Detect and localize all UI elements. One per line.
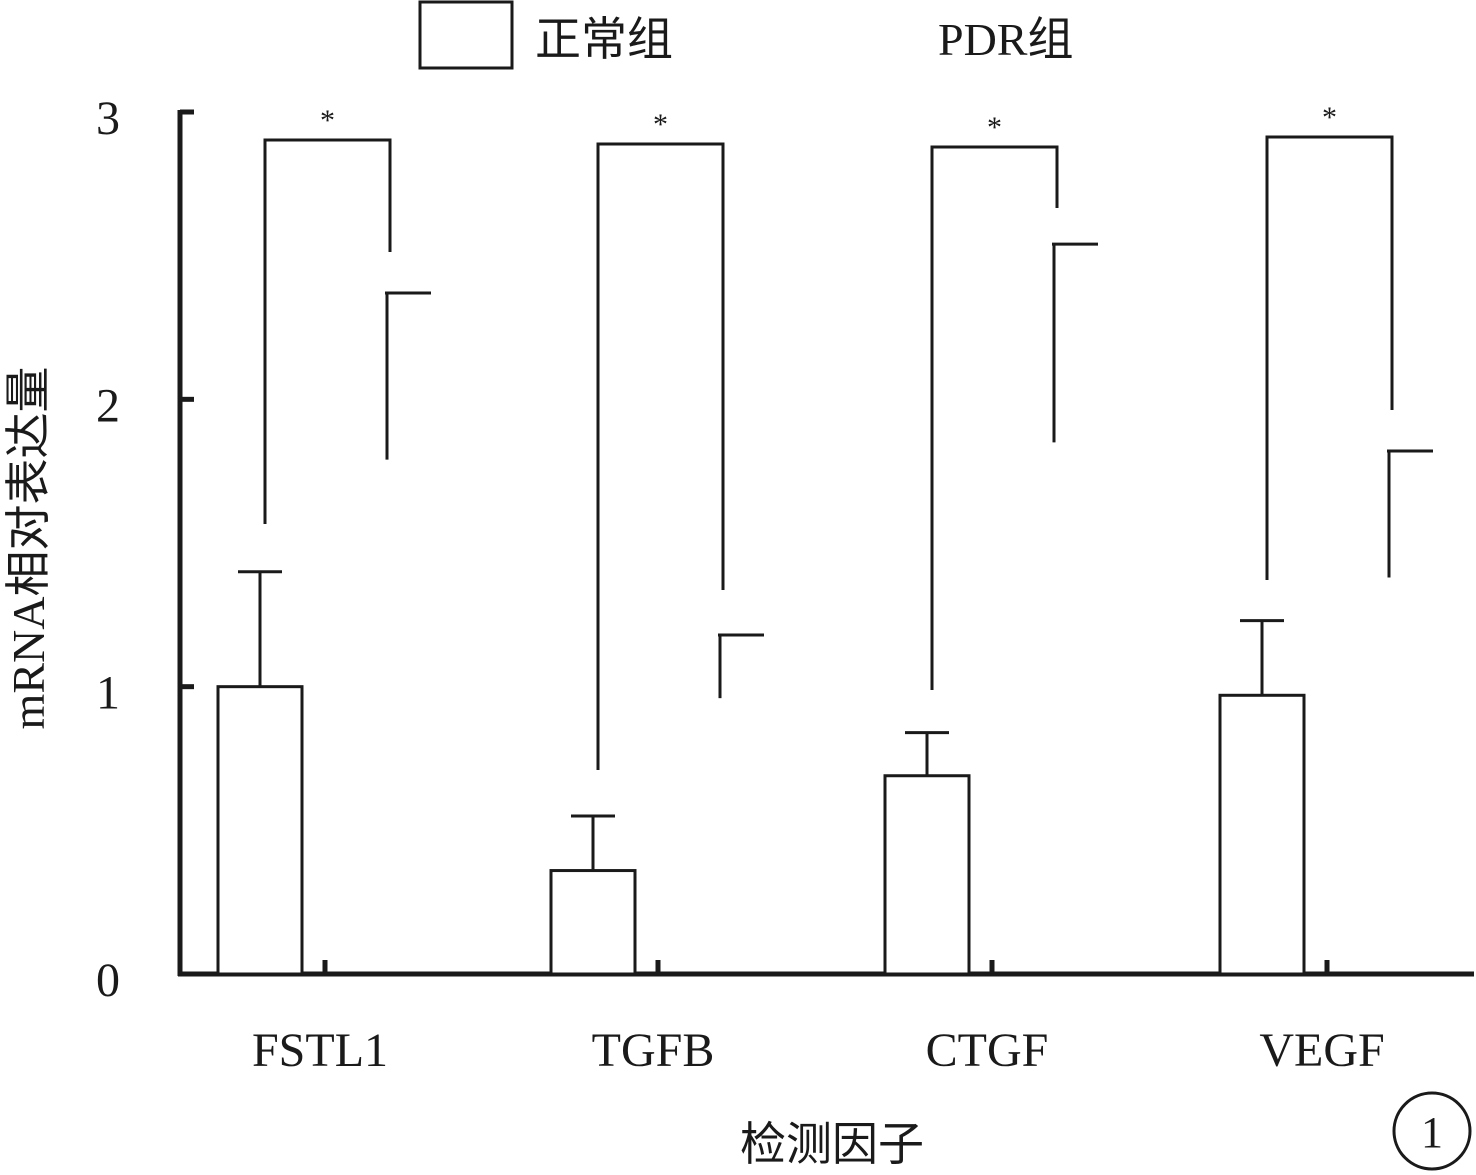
y-tick-label-2: 2 [96,379,120,432]
significance-bracket-VEGF [1265,135,1394,580]
panel-label-circle [1392,1091,1472,1171]
y-tick-label-0: 0 [96,954,120,1007]
panel-label-text: 1 [1421,1108,1443,1157]
x-tick-label-FSTL1: FSTL1 [252,1024,388,1077]
significance-bracket-FSTL1 [263,138,392,524]
bars: * * * * [216,101,1433,976]
significance-star-FSTL1: * [320,104,335,137]
panel-label: 1 [1392,1091,1472,1171]
significance-star-VEGF: * [1322,101,1337,134]
significance-star-TGFB: * [653,108,668,141]
y-axis-title: mRNA相对表达量 [3,367,54,730]
significance-star-CTGF: * [987,111,1002,144]
bar-normal-FSTL1 [216,685,304,976]
legend-label-normal: 正常组 [535,14,673,65]
y-tick-label-3: 3 [96,92,120,145]
x-axis-ticks: FSTL1 TGFB CTGF VEGF [252,960,1385,1077]
y-tick-label-1: 1 [96,667,120,720]
x-tick-label-CTGF: CTGF [926,1024,1049,1077]
bar-normal-TGFB [549,869,637,976]
x-tick-label-TGFB: TGFB [592,1024,715,1077]
x-tick-label-VEGF: VEGF [1259,1024,1384,1077]
x-axis-title: 检测因子 [740,1119,924,1170]
legend-swatch-normal [418,0,514,70]
legend-label-pdr: PDR组 [938,14,1073,65]
bar-normal-VEGF [1218,693,1306,976]
significance-bracket-CTGF [930,145,1059,690]
bar-normal-CTGF [883,774,971,976]
y-axis-ticks: 0 1 2 3 [96,92,194,1007]
significance-bracket-TGFB [596,142,725,770]
legend: 正常组 PDR组 [418,0,1073,70]
